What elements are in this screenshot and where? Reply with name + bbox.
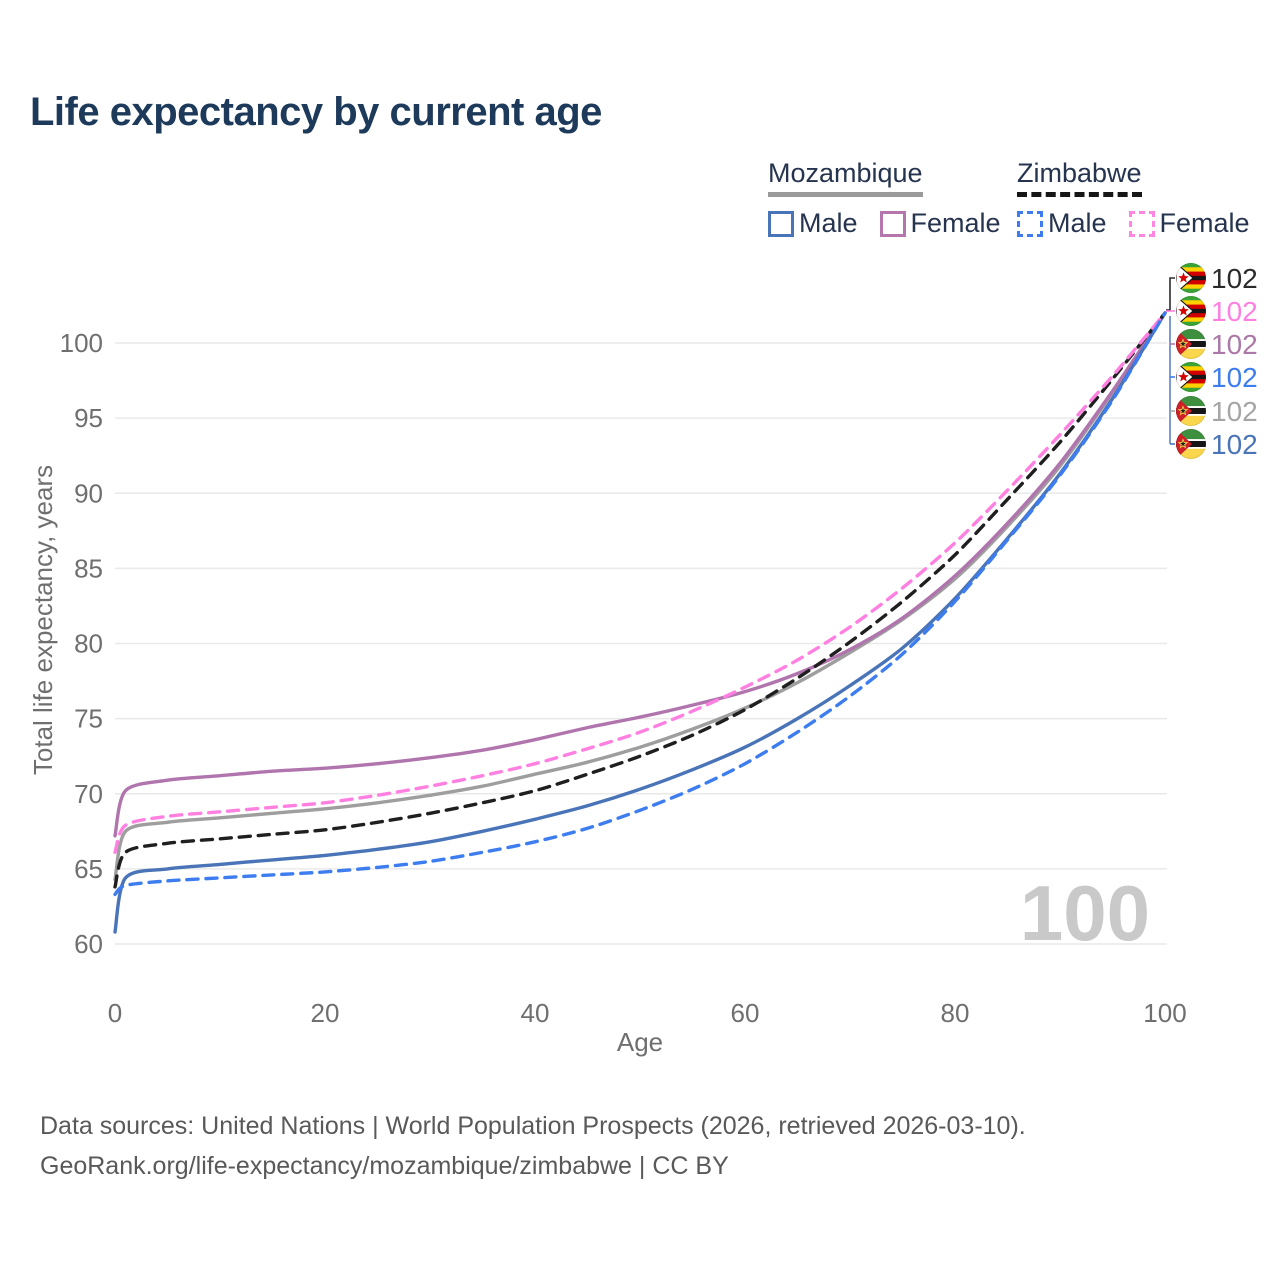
x-axis-tick-label: 80: [941, 998, 970, 1028]
footer-data-sources: Data sources: United Nations | World Pop…: [40, 1112, 1026, 1140]
legend-item-zimbabwe-male[interactable]: Male: [1017, 208, 1107, 239]
series-line-mozambique-male[interactable]: [113, 311, 1167, 934]
mozambique-flag-icon: [1176, 329, 1206, 359]
gridlines: 60 65 70 75 80 85 90 95 100 0 20 40 60 80 100 Age Total …: [28, 328, 1187, 1057]
legend-item-label: Male: [799, 208, 858, 238]
legend-group-title-zimbabwe: Zimbabwe: [1017, 158, 1142, 197]
y-axis-tick-label: 60: [74, 929, 103, 959]
end-value-label-zimbabwe: 102: [1211, 263, 1258, 294]
legend: Mozambique Male Female Zimbabwe Male: [0, 158, 1280, 248]
y-axis-tick-label: 65: [74, 854, 103, 884]
zimbabwe-flag-icon: [1176, 362, 1206, 392]
y-axis-tick-label: 75: [74, 704, 103, 734]
y-axis-tick-label: 85: [74, 553, 103, 583]
footer-attribution: GeoRank.org/life-expectancy/mozambique/z…: [40, 1152, 729, 1180]
y-axis-title: Total life expectancy, years: [28, 465, 58, 775]
series-line-zimbabwe-male[interactable]: [113, 311, 1167, 897]
legend-group-mozambique: Mozambique Male Female: [768, 158, 1023, 239]
zimbabwe-male-swatch-icon: [1017, 210, 1043, 237]
mozambique-flag-icon: [1176, 429, 1206, 459]
flag-star: [1180, 340, 1186, 347]
flag-star: [1178, 371, 1189, 382]
legend-item-label: Female: [1159, 208, 1250, 238]
x-axis-tick-label: 40: [521, 998, 550, 1028]
y-axis-tick-label: 95: [74, 403, 103, 433]
flag-star: [1178, 305, 1189, 316]
legend-item-zimbabwe-female[interactable]: Female: [1128, 208, 1250, 239]
x-axis-tick-label: 20: [311, 998, 340, 1028]
end-value-label-mozambique-female: 102: [1211, 329, 1258, 360]
flag-star: [1178, 272, 1189, 283]
series-line-zimbabwe-female[interactable]: [113, 311, 1167, 854]
connector-zimbabwe: [1166, 277, 1175, 311]
y-axis-tick-label: 70: [74, 779, 103, 809]
x-axis-tick-label: 0: [108, 998, 122, 1028]
watermark-age-value: 100: [1020, 869, 1150, 957]
x-axis-tick-label: 100: [1143, 998, 1186, 1028]
legend-item-mozambique-female[interactable]: Female: [879, 208, 1001, 239]
y-axis-tick-label: 100: [60, 328, 103, 358]
x-axis-title: Age: [617, 1027, 663, 1057]
zimbabwe-female-swatch-icon: [1128, 210, 1155, 237]
legend-group-title-mozambique: Mozambique: [768, 158, 923, 197]
end-value-label-mozambique-male: 102: [1211, 429, 1258, 460]
series-line-mozambique[interactable]: [113, 311, 1167, 882]
page-title: Life expectancy by current age: [30, 90, 602, 134]
zimbabwe-flag-icon: [1176, 296, 1206, 326]
series-line-zimbabwe[interactable]: [113, 311, 1167, 889]
y-axis-tick-label: 90: [74, 478, 103, 508]
footer: Data sources: United Nations | World Pop…: [40, 1106, 1026, 1186]
legend-group-zimbabwe: Zimbabwe Male Female: [1017, 158, 1272, 239]
y-axis-tick-label: 80: [74, 629, 103, 659]
end-value-label-zimbabwe-male: 102: [1211, 362, 1258, 393]
legend-item-label: Male: [1048, 208, 1107, 238]
callout-connectors: [1166, 277, 1175, 445]
zimbabwe-flag-icon: [1176, 263, 1206, 293]
flag-star: [1180, 440, 1186, 447]
mozambique-female-swatch-icon: [879, 210, 906, 237]
mozambique-flag-icon: [1176, 396, 1206, 426]
legend-item-mozambique-male[interactable]: Male: [768, 208, 858, 239]
x-axis-tick-label: 60: [731, 998, 760, 1028]
mozambique-male-swatch-icon: [768, 210, 794, 237]
end-value-label-zimbabwe-female: 102: [1211, 296, 1258, 327]
series-line-mozambique-female[interactable]: [113, 311, 1167, 838]
flag-star: [1180, 407, 1186, 414]
end-value-label-mozambique: 102: [1211, 396, 1258, 427]
legend-item-label: Female: [910, 208, 1001, 238]
